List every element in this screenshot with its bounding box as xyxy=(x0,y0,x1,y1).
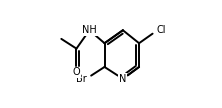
Text: O: O xyxy=(73,67,80,77)
Text: Cl: Cl xyxy=(157,25,166,35)
Text: NH: NH xyxy=(82,25,97,35)
Text: Br: Br xyxy=(77,74,87,84)
Text: N: N xyxy=(119,74,127,84)
